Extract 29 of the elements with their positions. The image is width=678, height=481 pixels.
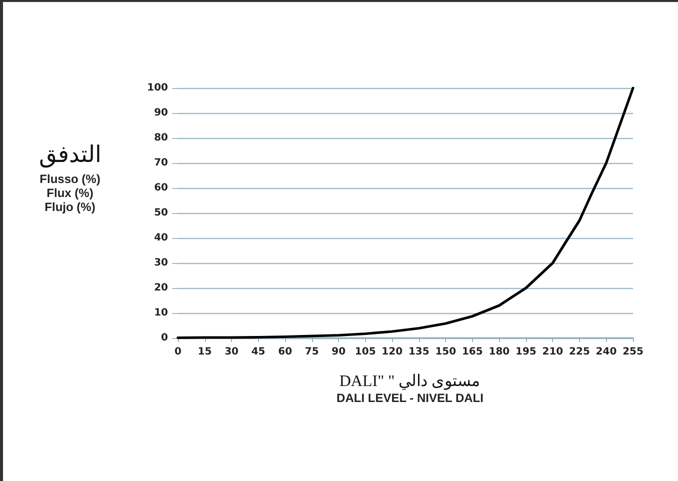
y-tick-label: 10 xyxy=(154,308,168,318)
x-tick-label: 135 xyxy=(408,346,430,358)
x-tick-label: 90 xyxy=(332,346,346,358)
x-tick-label: 150 xyxy=(435,346,456,358)
y-tick-label: 40 xyxy=(154,232,168,244)
y-tick-label: 80 xyxy=(154,132,168,144)
x-tick-label: 105 xyxy=(354,346,376,358)
x-tick-label: 15 xyxy=(198,346,212,358)
y-tick-label: 90 xyxy=(154,108,168,118)
x-tick-label: 210 xyxy=(542,346,564,358)
x-tick-label: 75 xyxy=(304,346,319,358)
y-tick-label: 70 xyxy=(154,158,168,168)
x-tick-label: 180 xyxy=(488,346,510,358)
x-tick-label: 0 xyxy=(174,346,182,358)
y-tick-label: 60 xyxy=(154,182,168,194)
x-tick-label: 255 xyxy=(622,346,644,358)
y-tick-label: 30 xyxy=(154,258,168,268)
x-tick-label: 30 xyxy=(224,346,239,358)
y-tick-label: 0 xyxy=(161,332,168,344)
x-tick-label: 165 xyxy=(462,346,483,358)
y-tick-label: 50 xyxy=(154,208,168,218)
y-tick-label: 100 xyxy=(147,82,168,94)
x-tick-label: 195 xyxy=(516,346,536,358)
y-tick-label: 20 xyxy=(154,282,168,294)
x-tick-label: 45 xyxy=(251,346,266,358)
x-tick-label: 225 xyxy=(569,346,590,358)
x-tick-label: 60 xyxy=(278,346,292,358)
x-tick-label: 240 xyxy=(596,346,617,358)
x-tick-label: 120 xyxy=(382,346,403,358)
